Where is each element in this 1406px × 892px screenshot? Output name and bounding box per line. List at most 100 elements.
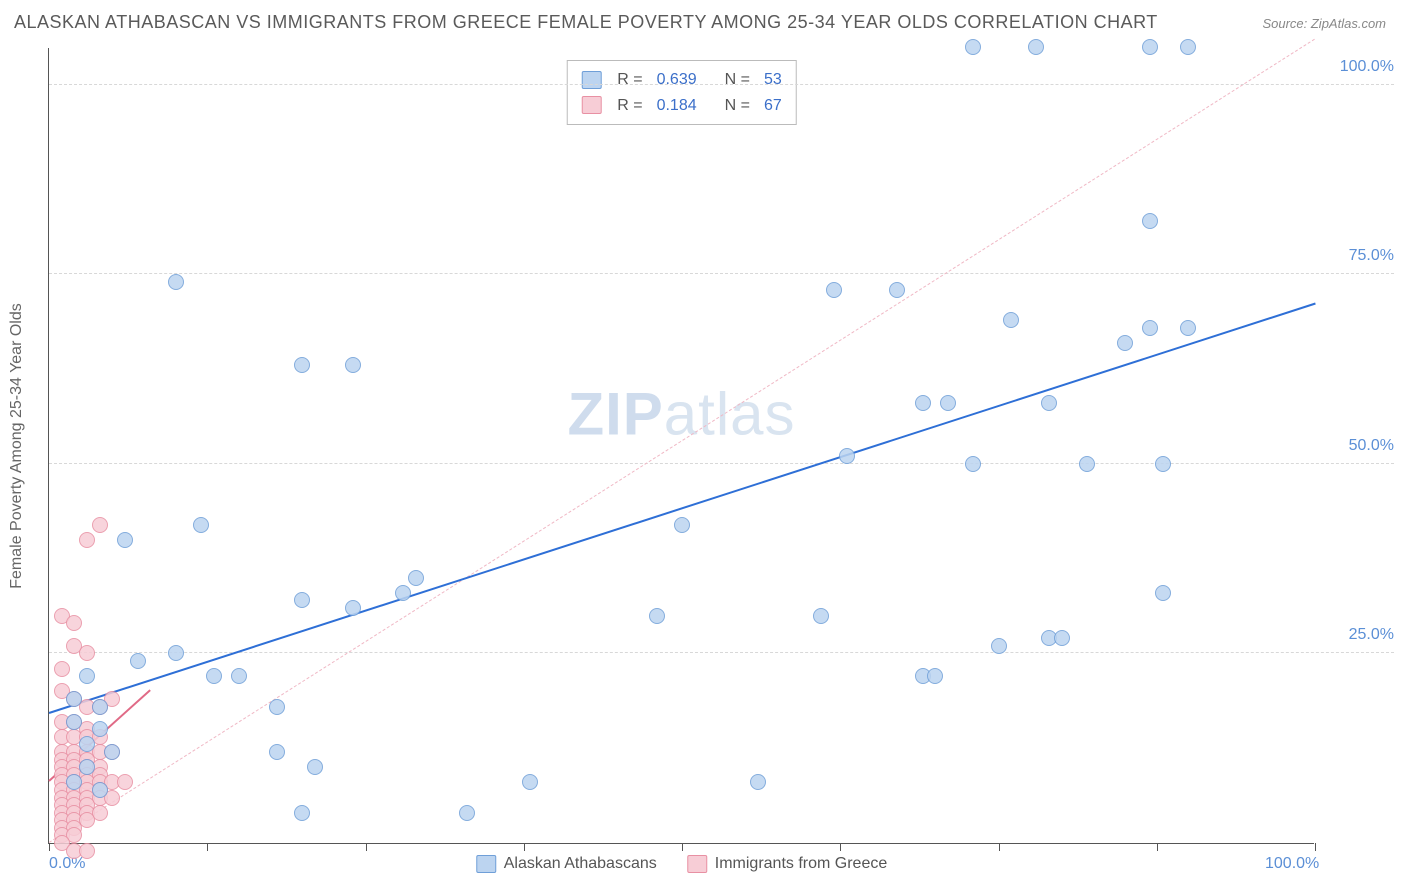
data-point-series1 (1142, 39, 1158, 55)
data-point-series1 (79, 668, 95, 684)
data-point-series1 (1003, 312, 1019, 328)
legend-stat-row: R =0.184N =67 (581, 93, 782, 119)
data-point-series1 (66, 691, 82, 707)
x-tick (366, 843, 367, 851)
legend-stats: R =0.639N =53R =0.184N =67 (566, 60, 797, 125)
legend-r-label: R = (617, 67, 642, 93)
y-tick-label: 100.0% (1324, 58, 1394, 76)
data-point-series1 (991, 638, 1007, 654)
x-tick (840, 843, 841, 851)
data-point-series2 (117, 774, 133, 790)
data-point-series1 (1117, 335, 1133, 351)
legend-swatch-icon (476, 855, 496, 873)
data-point-series1 (117, 532, 133, 548)
data-point-series1 (92, 721, 108, 737)
gridline-h (49, 652, 1394, 653)
y-tick-label: 50.0% (1324, 437, 1394, 455)
data-point-series2 (79, 645, 95, 661)
data-point-series1 (1041, 395, 1057, 411)
legend-series-item: Immigrants from Greece (687, 855, 887, 873)
data-point-series1 (1155, 585, 1171, 601)
data-point-series1 (104, 744, 120, 760)
legend-n-label: N = (725, 93, 750, 119)
data-point-series1 (79, 736, 95, 752)
trend-line (49, 39, 1316, 843)
data-point-series1 (1028, 39, 1044, 55)
legend-r-label: R = (617, 93, 642, 119)
data-point-series1 (92, 782, 108, 798)
legend-r-value: 0.639 (657, 67, 697, 93)
data-point-series1 (168, 274, 184, 290)
x-tick-label: 100.0% (1265, 855, 1319, 873)
chart-source: Source: ZipAtlas.com (1262, 16, 1386, 31)
data-point-series1 (231, 668, 247, 684)
legend-series-item: Alaskan Athabascans (476, 855, 657, 873)
data-point-series1 (294, 592, 310, 608)
data-point-series1 (294, 805, 310, 821)
gridline-h (49, 463, 1394, 464)
data-point-series1 (1079, 456, 1095, 472)
data-point-series1 (750, 774, 766, 790)
data-point-series1 (889, 282, 905, 298)
data-point-series1 (130, 653, 146, 669)
data-point-series2 (54, 661, 70, 677)
data-point-series1 (269, 744, 285, 760)
data-point-series1 (1142, 320, 1158, 336)
legend-swatch-icon (581, 71, 601, 89)
data-point-series1 (408, 570, 424, 586)
chart-title: ALASKAN ATHABASCAN VS IMMIGRANTS FROM GR… (14, 12, 1158, 33)
chart-area: ZIPatlas Female Poverty Among 25-34 Year… (48, 48, 1314, 844)
data-point-series1 (206, 668, 222, 684)
data-point-series1 (915, 395, 931, 411)
data-point-series1 (168, 645, 184, 661)
data-point-series1 (193, 517, 209, 533)
x-tick (682, 843, 683, 851)
data-point-series1 (66, 774, 82, 790)
data-point-series1 (839, 448, 855, 464)
data-point-series1 (1054, 630, 1070, 646)
x-tick (207, 843, 208, 851)
data-point-series2 (79, 843, 95, 859)
data-point-series1 (294, 357, 310, 373)
data-point-series1 (522, 774, 538, 790)
y-tick-label: 25.0% (1324, 626, 1394, 644)
data-point-series1 (1155, 456, 1171, 472)
data-point-series1 (965, 456, 981, 472)
legend-n-value: 53 (764, 67, 782, 93)
data-point-series1 (826, 282, 842, 298)
data-point-series2 (92, 517, 108, 533)
data-point-series1 (459, 805, 475, 821)
data-point-series1 (940, 395, 956, 411)
x-tick (49, 843, 50, 851)
x-tick-label: 0.0% (49, 855, 85, 873)
chart-header: ALASKAN ATHABASCAN VS IMMIGRANTS FROM GR… (0, 0, 1406, 39)
data-point-series1 (395, 585, 411, 601)
data-point-series1 (649, 608, 665, 624)
legend-series-label: Immigrants from Greece (715, 855, 887, 873)
data-point-series1 (269, 699, 285, 715)
data-point-series2 (79, 532, 95, 548)
x-tick (1157, 843, 1158, 851)
data-point-series1 (927, 668, 943, 684)
y-axis-title: Female Poverty Among 25-34 Year Olds (8, 303, 26, 589)
y-tick-label: 75.0% (1324, 247, 1394, 265)
data-point-series1 (813, 608, 829, 624)
legend-swatch-icon (581, 96, 601, 114)
legend-swatch-icon (687, 855, 707, 873)
data-point-series1 (1180, 39, 1196, 55)
data-point-series1 (307, 759, 323, 775)
legend-series: Alaskan Athabascans Immigrants from Greec… (476, 855, 887, 873)
data-point-series2 (66, 615, 82, 631)
legend-series-label: Alaskan Athabascans (504, 855, 657, 873)
gridline-h (49, 273, 1394, 274)
x-tick (524, 843, 525, 851)
x-tick (999, 843, 1000, 851)
data-point-series1 (674, 517, 690, 533)
legend-stat-row: R =0.639N =53 (581, 67, 782, 93)
data-point-series1 (1142, 213, 1158, 229)
data-point-series1 (345, 600, 361, 616)
data-point-series1 (92, 699, 108, 715)
legend-n-value: 67 (764, 93, 782, 119)
data-point-series1 (66, 714, 82, 730)
data-point-series1 (1180, 320, 1196, 336)
